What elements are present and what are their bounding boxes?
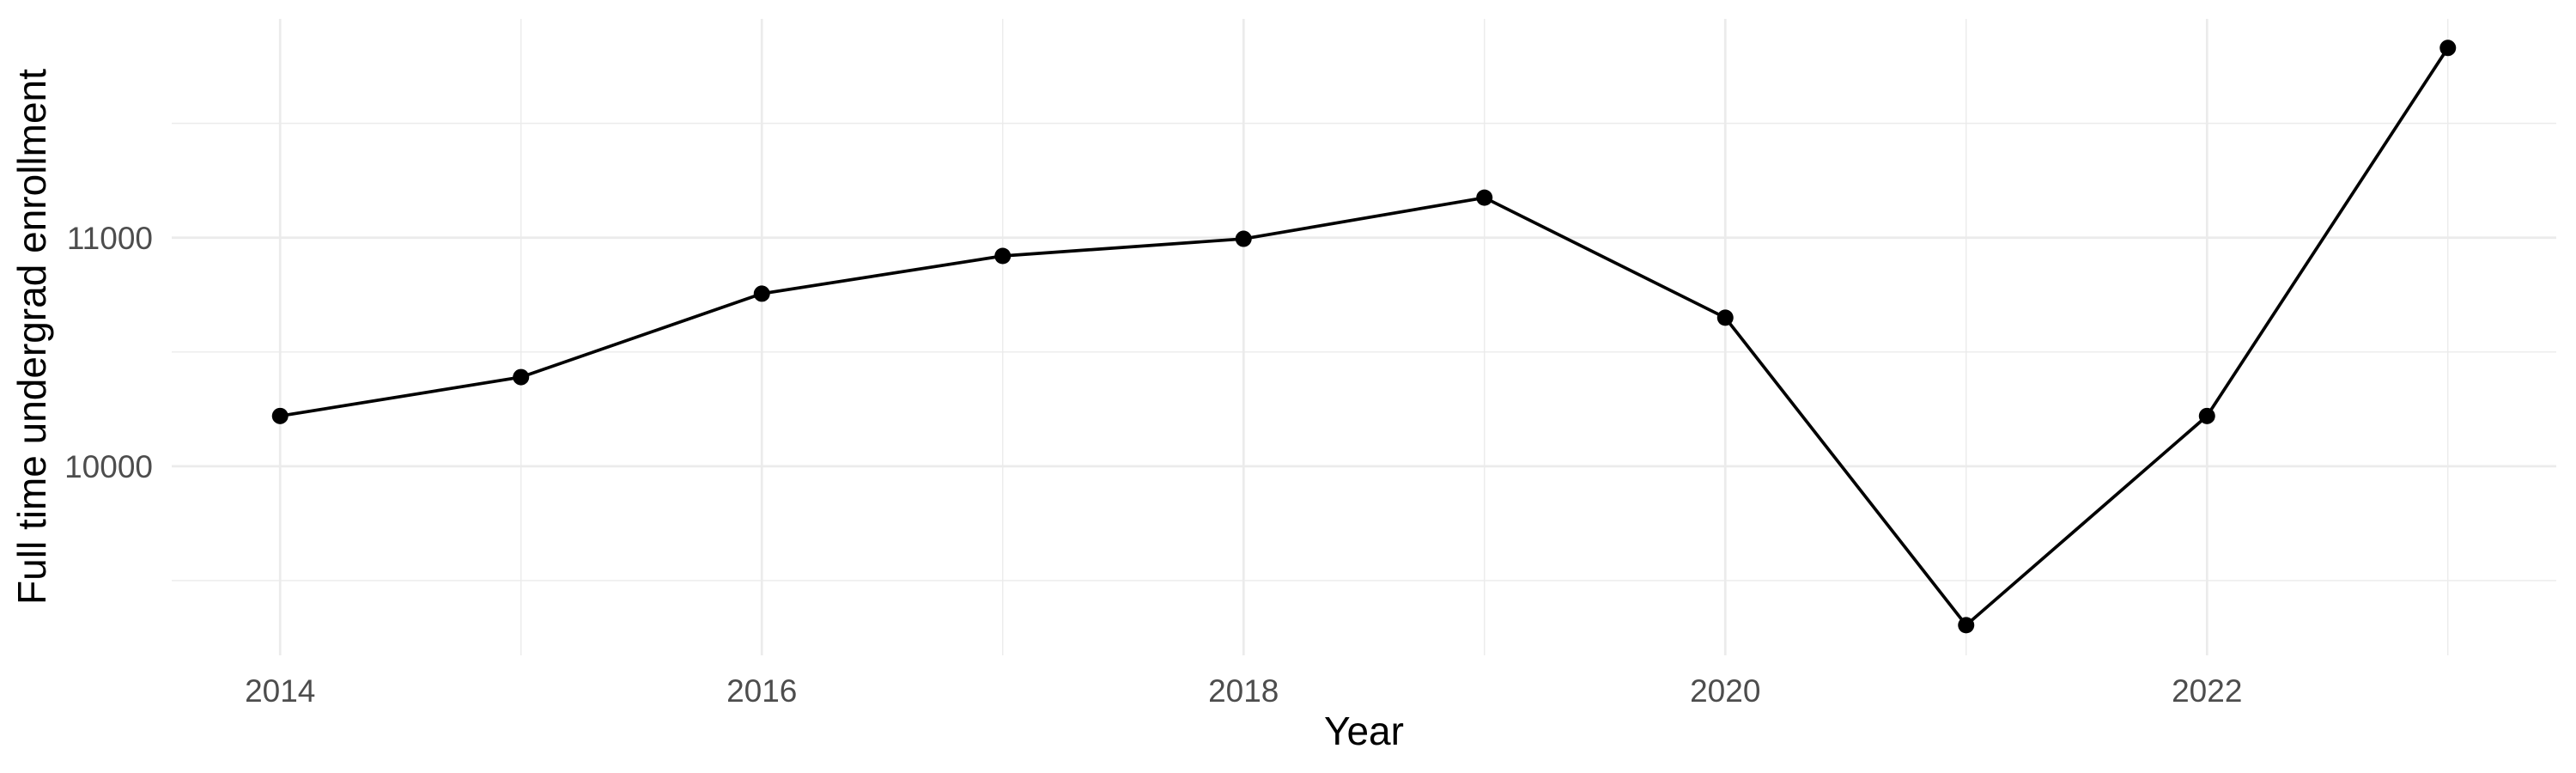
x-tick-label: 2022: [2172, 673, 2243, 709]
data-point-2019: [1476, 189, 1493, 206]
x-tick-label: 2020: [1690, 673, 1761, 709]
data-point-2023: [2439, 40, 2457, 57]
x-tick-label: 2018: [1208, 673, 1279, 709]
data-point-2017: [994, 247, 1012, 265]
data-point-2016: [753, 285, 770, 302]
data-point-2015: [513, 368, 530, 386]
data-point-2020: [1716, 309, 1734, 326]
x-axis-title: Year: [1324, 709, 1404, 753]
y-tick-label: 10000: [64, 448, 153, 484]
y-axis-title: Full time undergrad enrollment: [9, 69, 54, 605]
data-point-2014: [271, 407, 289, 424]
x-tick-label: 2016: [726, 673, 798, 709]
data-point-2018: [1235, 230, 1252, 247]
x-tick-label: 2014: [245, 673, 316, 709]
enrollment-series-line: [279, 46, 2450, 627]
data-point-2021: [1958, 617, 1975, 634]
y-tick-label: 11000: [66, 220, 153, 256]
data-point-2022: [2198, 407, 2215, 424]
